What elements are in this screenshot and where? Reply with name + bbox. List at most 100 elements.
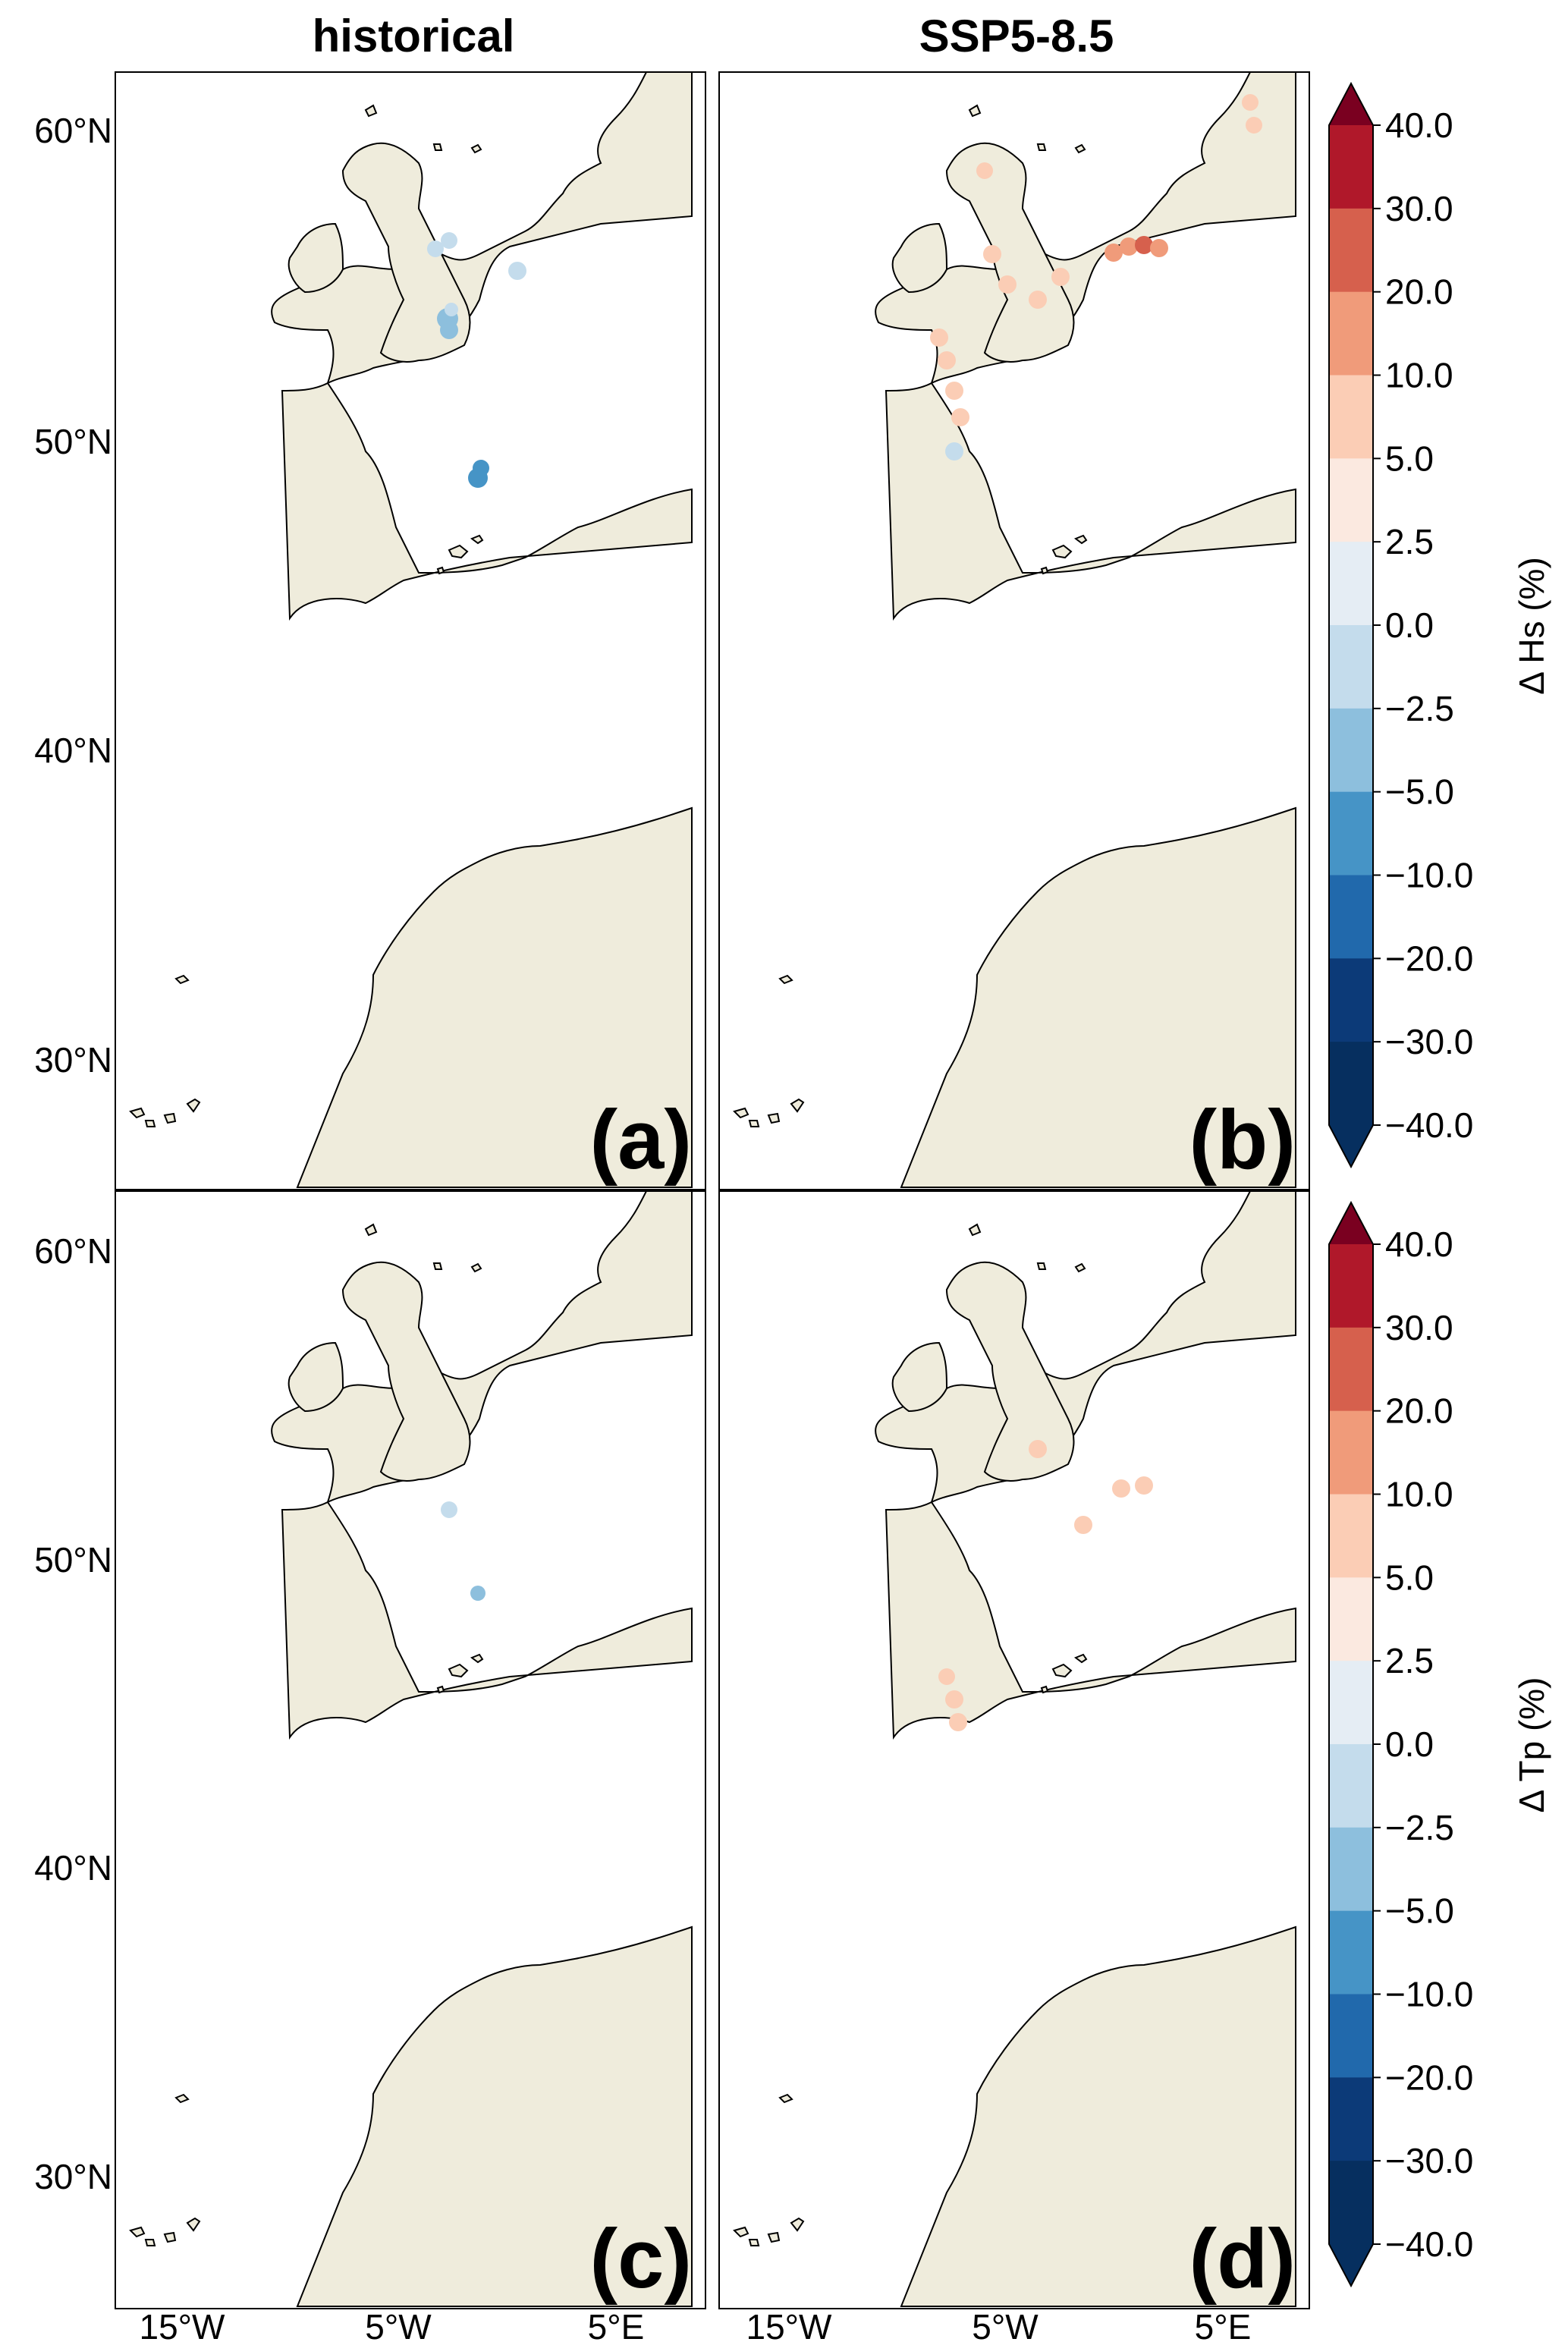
colorbar-tick-label: 20.0 — [1385, 1391, 1453, 1431]
hs-change-marker — [945, 442, 963, 461]
colorbar-bin — [1329, 542, 1373, 626]
colorbar-tick-label: −40.0 — [1385, 1105, 1473, 1145]
colorbar-title-tp: Δ Tp (%) — [1512, 1677, 1551, 1813]
colorbar-tick-label: −30.0 — [1385, 1022, 1473, 1061]
hs-change-marker — [1150, 239, 1168, 257]
latitude-axis-bottom: 60°N 50°N 40°N 30°N — [34, 1231, 112, 2196]
hs-change-marker — [930, 329, 948, 347]
colorbar-tick-label: 40.0 — [1385, 105, 1453, 145]
colorbar-tick-label: −20.0 — [1385, 938, 1473, 978]
panel-label: (b) — [1189, 1093, 1296, 1187]
colorbar-title-hs: Δ Hs (%) — [1512, 557, 1551, 695]
lat-tick-label: 40°N — [34, 731, 112, 770]
hs-change-marker — [1105, 244, 1123, 262]
colorbar-tick-label: 20.0 — [1385, 272, 1453, 312]
colorbar-bin — [1329, 1494, 1373, 1578]
column-title-historical: historical — [313, 11, 515, 61]
tp-change-marker — [1135, 1476, 1153, 1495]
lat-tick-label: 60°N — [34, 111, 112, 150]
hs-change-marker — [445, 303, 458, 316]
lat-tick-label: 50°N — [34, 1540, 112, 1580]
tp-change-marker — [949, 1713, 967, 1731]
colorbar-extend-min — [1329, 2244, 1373, 2286]
colorbar-bin — [1329, 1744, 1373, 1828]
tp-change-marker — [1074, 1516, 1092, 1534]
colorbar-tick-label: −10.0 — [1385, 856, 1473, 895]
colorbar-bin — [1329, 291, 1373, 376]
colorbar-tick-label: 30.0 — [1385, 189, 1453, 228]
tp-change-marker — [938, 1668, 955, 1685]
column-title-ssp585: SSP5-8.5 — [919, 11, 1114, 61]
map-panel-b: (b) — [718, 71, 1310, 1190]
longitude-axis-left: 15°W 5°W 5°E — [140, 2307, 645, 2342]
lat-tick-label: 30°N — [34, 2157, 112, 2196]
colorbar-extend-max — [1329, 1202, 1373, 1244]
hs-change-marker — [1135, 236, 1153, 254]
colorbar-bin — [1329, 875, 1373, 959]
colorbar-tick-label: −2.5 — [1385, 689, 1454, 728]
colorbar-tick-label: −30.0 — [1385, 2141, 1473, 2180]
lat-tick-label: 30°N — [34, 1040, 112, 1080]
colorbar-tick-label: −20.0 — [1385, 2058, 1473, 2097]
colorbar-tick-label: 5.0 — [1385, 439, 1434, 478]
colorbar-bin — [1329, 708, 1373, 793]
panel-label: (d) — [1189, 2212, 1296, 2306]
hs-change-marker — [440, 321, 458, 339]
lon-tick-label: 15°W — [140, 2307, 226, 2342]
hs-change-marker — [945, 382, 963, 400]
colorbar-tp: 40.0 30.0 20.0 10.0 5.0 2.5 0.0 −2.5 −5.0 −10.0 −2… — [1328, 1200, 1473, 2288]
hs-change-marker — [1246, 117, 1262, 134]
map-panel-c: (c) — [115, 1190, 706, 2309]
hs-change-marker — [951, 408, 969, 426]
colorbar-tick-label: −10.0 — [1385, 1975, 1473, 2014]
colorbar-bin — [1329, 458, 1373, 542]
tp-change-marker — [945, 1690, 963, 1709]
colorbar-hs: 40.0 30.0 20.0 10.0 5.0 2.5 0.0 −2.5 −5.0 −10.0 −2… — [1328, 81, 1473, 1169]
tp-change-marker — [1112, 1479, 1130, 1498]
colorbar-tick-label: 2.5 — [1385, 522, 1434, 561]
colorbar-tick-label: 0.0 — [1385, 605, 1434, 645]
colorbar-bin — [1329, 125, 1373, 209]
tp-change-marker — [441, 1501, 457, 1518]
colorbar-extend-min — [1329, 1125, 1373, 1167]
colorbar-bin — [1329, 958, 1373, 1042]
hs-change-marker — [998, 275, 1017, 294]
lon-tick-label: 15°W — [746, 2307, 833, 2342]
colorbar-bin — [1329, 791, 1373, 875]
hs-change-marker — [938, 351, 956, 369]
hs-change-marker — [1120, 237, 1138, 256]
lon-tick-label: 5°W — [365, 2307, 432, 2342]
colorbar-bin — [1329, 1910, 1373, 1995]
colorbar-tick-label: 2.5 — [1385, 1641, 1434, 1680]
colorbar-tick-label: 5.0 — [1385, 1558, 1434, 1597]
colorbar-bin — [1329, 375, 1373, 459]
map-panel-a: (a) — [115, 71, 706, 1190]
longitude-axis-right: 15°W 5°W 5°E — [746, 2307, 1252, 2342]
tp-change-marker — [470, 1586, 485, 1601]
hs-change-marker — [427, 240, 444, 257]
tp-change-marker — [1029, 1440, 1047, 1458]
colorbar-tick-label: −2.5 — [1385, 1808, 1454, 1847]
lat-tick-label: 50°N — [34, 422, 112, 461]
panel-label: (c) — [590, 2212, 692, 2306]
hs-change-marker — [508, 262, 526, 280]
hs-change-marker — [983, 245, 1001, 263]
hs-change-marker — [976, 162, 993, 179]
hs-change-marker — [473, 460, 489, 476]
colorbar-bin — [1329, 1994, 1373, 2078]
colorbar-tick-label: 40.0 — [1385, 1224, 1453, 1264]
colorbar-tick-label: −40.0 — [1385, 2224, 1473, 2264]
colorbar-bin — [1329, 2161, 1373, 2245]
colorbar-bin — [1329, 1577, 1373, 1661]
colorbar-bin — [1329, 2077, 1373, 2161]
latitude-axis-top: 60°N 50°N 40°N 30°N — [34, 111, 112, 1080]
lon-tick-label: 5°W — [972, 2307, 1039, 2342]
colorbar-tick-label: 10.0 — [1385, 356, 1453, 395]
colorbar-bin — [1329, 1327, 1373, 1412]
colorbar-extend-max — [1329, 83, 1373, 125]
lon-tick-label: 5°E — [588, 2307, 645, 2342]
colorbar-bin — [1329, 1661, 1373, 1745]
hs-change-marker — [1242, 94, 1258, 111]
colorbar-tick-label: 10.0 — [1385, 1475, 1453, 1514]
